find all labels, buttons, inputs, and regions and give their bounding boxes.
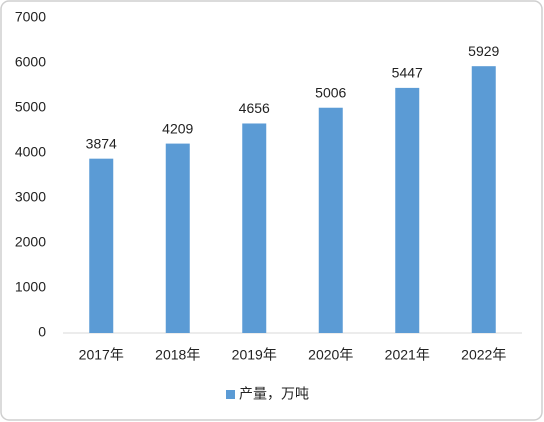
y-tick-label: 2000	[15, 234, 46, 250]
data-label: 5929	[468, 43, 499, 59]
x-tick-label: 2020年	[308, 347, 353, 363]
data-label: 4209	[162, 120, 193, 136]
y-tick-label: 1000	[15, 279, 46, 295]
data-label: 5447	[392, 65, 423, 81]
bar	[89, 158, 114, 333]
legend-swatch	[226, 390, 235, 399]
bar	[318, 107, 343, 333]
y-tick-label: 0	[38, 324, 46, 340]
bar	[242, 123, 267, 333]
y-tick-label: 5000	[15, 99, 46, 115]
x-tick-label: 2018年	[155, 347, 200, 363]
x-tick-label: 2019年	[232, 347, 277, 363]
bar	[471, 66, 496, 333]
y-tick-label: 6000	[15, 54, 46, 70]
bar	[395, 87, 420, 333]
data-label: 4656	[239, 100, 270, 116]
y-tick-label: 4000	[15, 144, 46, 160]
x-tick-label: 2022年	[461, 347, 506, 363]
x-tick-label: 2021年	[385, 347, 430, 363]
x-tick-label: 2017年	[79, 347, 124, 363]
y-tick-label: 7000	[15, 9, 46, 25]
data-label: 3874	[86, 135, 117, 151]
y-tick-label: 3000	[15, 189, 46, 205]
data-label: 5006	[315, 84, 346, 100]
bar	[165, 143, 190, 333]
legend-label: 产量，万吨	[239, 386, 309, 402]
